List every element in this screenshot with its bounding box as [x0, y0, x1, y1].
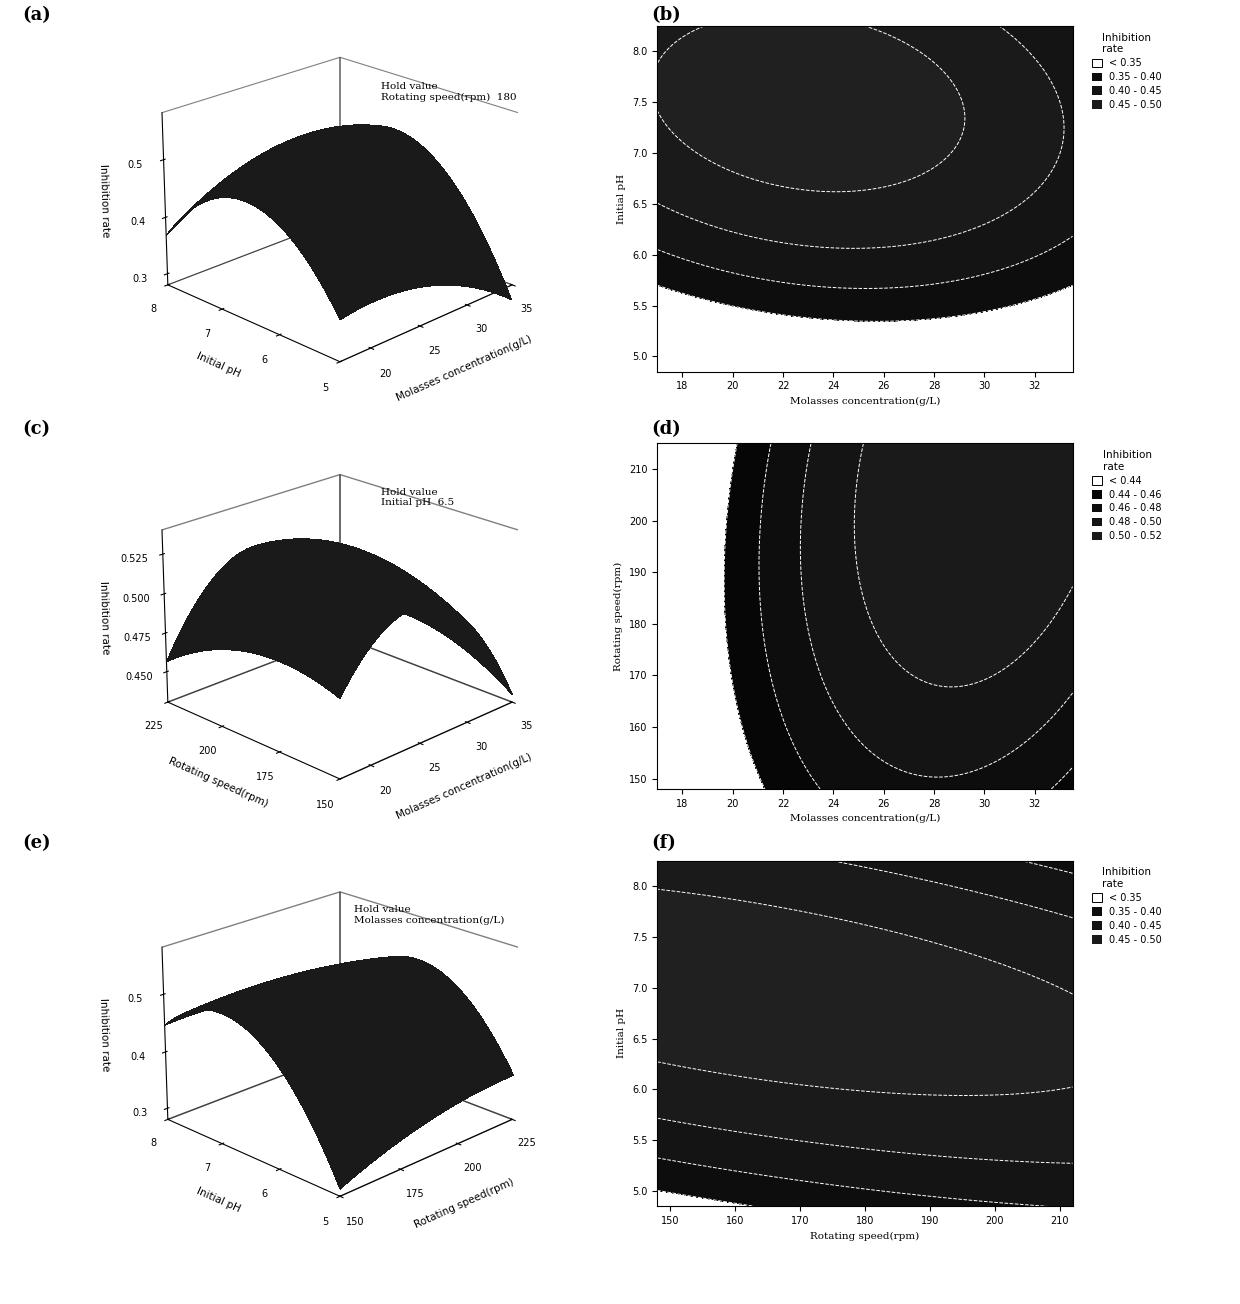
X-axis label: Molasses concentration(g/L): Molasses concentration(g/L) [394, 334, 533, 403]
Legend: < 0.35, 0.35 - 0.40, 0.40 - 0.45, 0.45 - 0.50: < 0.35, 0.35 - 0.40, 0.40 - 0.45, 0.45 -… [1090, 866, 1164, 947]
Text: (e): (e) [22, 835, 51, 853]
Text: (c): (c) [22, 420, 51, 438]
Text: Hold value
Molasses concentration(g/L): Hold value Molasses concentration(g/L) [355, 905, 505, 925]
Y-axis label: Initial pH: Initial pH [618, 173, 626, 224]
Y-axis label: Initial pH: Initial pH [618, 1008, 626, 1059]
X-axis label: Rotating speed(rpm): Rotating speed(rpm) [810, 1231, 920, 1240]
X-axis label: Molasses concentration(g/L): Molasses concentration(g/L) [790, 814, 940, 823]
Text: (f): (f) [651, 835, 676, 853]
X-axis label: Rotating speed(rpm): Rotating speed(rpm) [413, 1176, 516, 1230]
Text: Hold value
Rotating speed(rpm)  180: Hold value Rotating speed(rpm) 180 [381, 82, 517, 102]
Text: (b): (b) [651, 7, 681, 25]
Legend: < 0.44, 0.44 - 0.46, 0.46 - 0.48, 0.48 - 0.50, 0.50 - 0.52: < 0.44, 0.44 - 0.46, 0.46 - 0.48, 0.48 -… [1090, 449, 1164, 544]
Y-axis label: Rotating speed(rpm): Rotating speed(rpm) [167, 756, 270, 808]
Y-axis label: Initial pH: Initial pH [195, 351, 242, 379]
Y-axis label: Initial pH: Initial pH [195, 1185, 242, 1214]
Legend: < 0.35, 0.35 - 0.40, 0.40 - 0.45, 0.45 - 0.50: < 0.35, 0.35 - 0.40, 0.40 - 0.45, 0.45 -… [1090, 31, 1164, 112]
X-axis label: Molasses concentration(g/L): Molasses concentration(g/L) [790, 396, 940, 406]
Y-axis label: Rotating speed(rpm): Rotating speed(rpm) [614, 562, 624, 670]
Text: Hold value
Initial pH  6.5: Hold value Initial pH 6.5 [381, 488, 454, 507]
Text: (a): (a) [22, 7, 51, 25]
X-axis label: Molasses concentration(g/L): Molasses concentration(g/L) [394, 751, 533, 820]
Text: (d): (d) [651, 420, 681, 438]
